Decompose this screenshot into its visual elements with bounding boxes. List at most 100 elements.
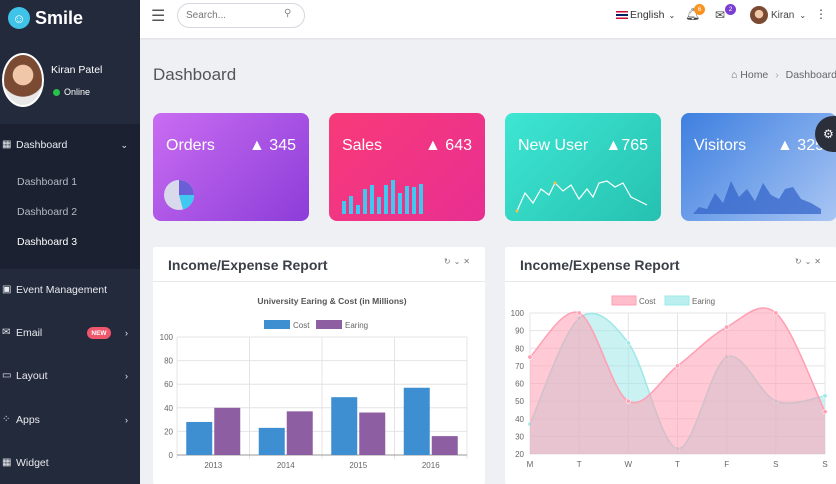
- close-icon[interactable]: ✕: [463, 257, 473, 266]
- sidebar-subitem-dashboard-2[interactable]: Dashboard 2: [17, 206, 78, 218]
- stat-card-value: ▲ 643: [425, 137, 472, 154]
- stat-card-title: New User: [518, 137, 589, 154]
- new-badge: NEW: [87, 327, 111, 339]
- uk-flag-icon: [616, 11, 628, 19]
- notifications-bell[interactable]: 🔔︎ 6: [685, 4, 705, 21]
- more-vertical-icon[interactable]: ⋮: [815, 7, 827, 21]
- stat-card-value: ▲ 345: [249, 137, 296, 154]
- y-tick-label: 30: [515, 432, 524, 441]
- y-tick-label: 70: [515, 362, 524, 371]
- stat-card-visitors[interactable]: Visitors ▲ 325: [681, 113, 836, 221]
- monitor-icon: ▭: [2, 370, 12, 381]
- new-user-line-sparkline: [515, 180, 648, 213]
- y-tick-label: 40: [515, 415, 524, 424]
- y-tick-label: 0: [169, 451, 174, 460]
- breadcrumb-separator: ›: [775, 69, 779, 81]
- bar-cost: [258, 427, 285, 455]
- sidebar-item-label: Email: [16, 327, 43, 339]
- bar-cost: [186, 421, 213, 455]
- y-tick-label: 100: [160, 333, 174, 342]
- panel-title: Income/Expense Report: [520, 257, 680, 273]
- bar-earing: [431, 436, 458, 455]
- chevron-right-icon: ›: [125, 415, 128, 425]
- user-status: Online: [53, 87, 90, 97]
- legend-swatch: [664, 295, 690, 306]
- x-tick-label: 2016: [422, 461, 440, 470]
- sidebar-item-dashboard[interactable]: ▦ Dashboard ⌄: [0, 134, 140, 156]
- stat-card-title: Orders: [166, 137, 215, 154]
- profile-menu[interactable]: Kiran ⌄: [750, 6, 806, 24]
- panel-title: Income/Expense Report: [168, 257, 328, 273]
- legend-swatch: [264, 320, 290, 329]
- topbar: ☰ ⚲ English ⌄ 🔔︎ 6 ✉ 2 Kiran ⌄ ⋮: [140, 0, 836, 38]
- collapse-icon[interactable]: ⌄: [804, 257, 815, 266]
- y-tick-label: 80: [164, 357, 173, 366]
- panel-tools: ↻⌄✕: [444, 257, 473, 266]
- profile-name: Kiran: [771, 9, 795, 21]
- refresh-icon[interactable]: ↻: [443, 257, 454, 266]
- bar-chart: University Earing & Cost (in Millions) Co…: [160, 296, 468, 470]
- bar-cost: [403, 387, 430, 455]
- y-tick-label: 100: [511, 309, 525, 318]
- dashboard-grid-icon: ▦: [2, 139, 12, 150]
- sidebar-item-widget[interactable]: ▦ Widget: [0, 452, 140, 474]
- notifications-count-badge: 6: [694, 4, 705, 15]
- sidebar-item-label: Widget: [16, 457, 49, 469]
- sidebar-item-label: Layout: [16, 370, 48, 382]
- messages-count-badge: 2: [725, 4, 736, 15]
- sidebar-item-email[interactable]: ✉ Email NEW ›: [0, 322, 140, 344]
- home-icon: ⌂: [731, 69, 738, 81]
- y-tick-label: 80: [515, 344, 524, 353]
- chart-title: University Earing & Cost (in Millions): [257, 296, 406, 306]
- y-tick-label: 60: [164, 380, 173, 389]
- user-panel: Kiran Patel Online: [0, 40, 140, 120]
- calendar-icon: ▣: [2, 284, 12, 295]
- stat-card-title: Visitors: [694, 137, 747, 154]
- x-tick-label: T: [675, 460, 680, 469]
- search-input[interactable]: [177, 3, 305, 28]
- sidebar-subitem-dashboard-3[interactable]: Dashboard 3: [17, 236, 78, 248]
- user-name: Kiran Patel: [51, 64, 103, 76]
- legend-swatch: [316, 320, 342, 329]
- y-tick-label: 20: [164, 427, 173, 436]
- x-tick-label: 2013: [204, 461, 222, 470]
- apps-icon: ⁘: [2, 414, 11, 425]
- point-cost: [576, 310, 582, 316]
- sidebar-item-event-management[interactable]: ▣ Event Management: [0, 279, 140, 301]
- brand-logo[interactable]: ☺ Smile: [0, 0, 140, 36]
- stat-card-new-user[interactable]: New User ▲765: [505, 113, 661, 221]
- close-icon[interactable]: ✕: [814, 257, 824, 266]
- income-expense-panel-bar: Income/Expense Report ↻⌄✕ University Ear…: [153, 247, 485, 484]
- search-icon[interactable]: ⚲: [284, 8, 292, 19]
- x-tick-label: W: [625, 460, 633, 469]
- stat-card-title: Sales: [342, 137, 383, 154]
- sidebar-item-apps[interactable]: ⁘ Apps ›: [0, 409, 140, 431]
- sidebar-item-layout[interactable]: ▭ Layout ›: [0, 365, 140, 387]
- panel-tools: ↻⌄✕: [795, 257, 824, 266]
- avatar[interactable]: [2, 53, 44, 107]
- refresh-icon[interactable]: ↻: [794, 257, 805, 266]
- y-tick-label: 60: [515, 380, 524, 389]
- y-tick-label: 40: [164, 404, 173, 413]
- stat-card-sales[interactable]: Sales ▲ 643: [329, 113, 485, 221]
- x-tick-label: 2015: [349, 461, 367, 470]
- bar-cost: [331, 397, 358, 455]
- online-status-dot: [53, 88, 60, 96]
- sidebar-subitem-dashboard-1[interactable]: Dashboard 1: [17, 176, 78, 188]
- messages-button[interactable]: ✉ 2: [715, 4, 736, 22]
- collapse-icon[interactable]: ⌄: [453, 257, 464, 266]
- breadcrumb-home[interactable]: Home: [740, 69, 769, 81]
- point-cost: [675, 363, 681, 369]
- stat-card-orders[interactable]: Orders ▲ 345: [153, 113, 309, 221]
- settings-gear-button[interactable]: ⚙: [815, 116, 836, 152]
- menu-toggle-icon[interactable]: ☰: [151, 8, 166, 25]
- brand-name: Smile: [35, 7, 84, 28]
- x-tick-label: S: [773, 460, 778, 469]
- sales-bar-sparkline: [342, 180, 423, 214]
- language-selector[interactable]: English ⌄: [616, 9, 675, 21]
- page-title: Dashboard: [153, 65, 237, 84]
- point-cost: [822, 409, 828, 415]
- legend-label: Cost: [293, 321, 310, 330]
- y-tick-label: 90: [515, 327, 524, 336]
- chevron-right-icon: ›: [125, 328, 128, 338]
